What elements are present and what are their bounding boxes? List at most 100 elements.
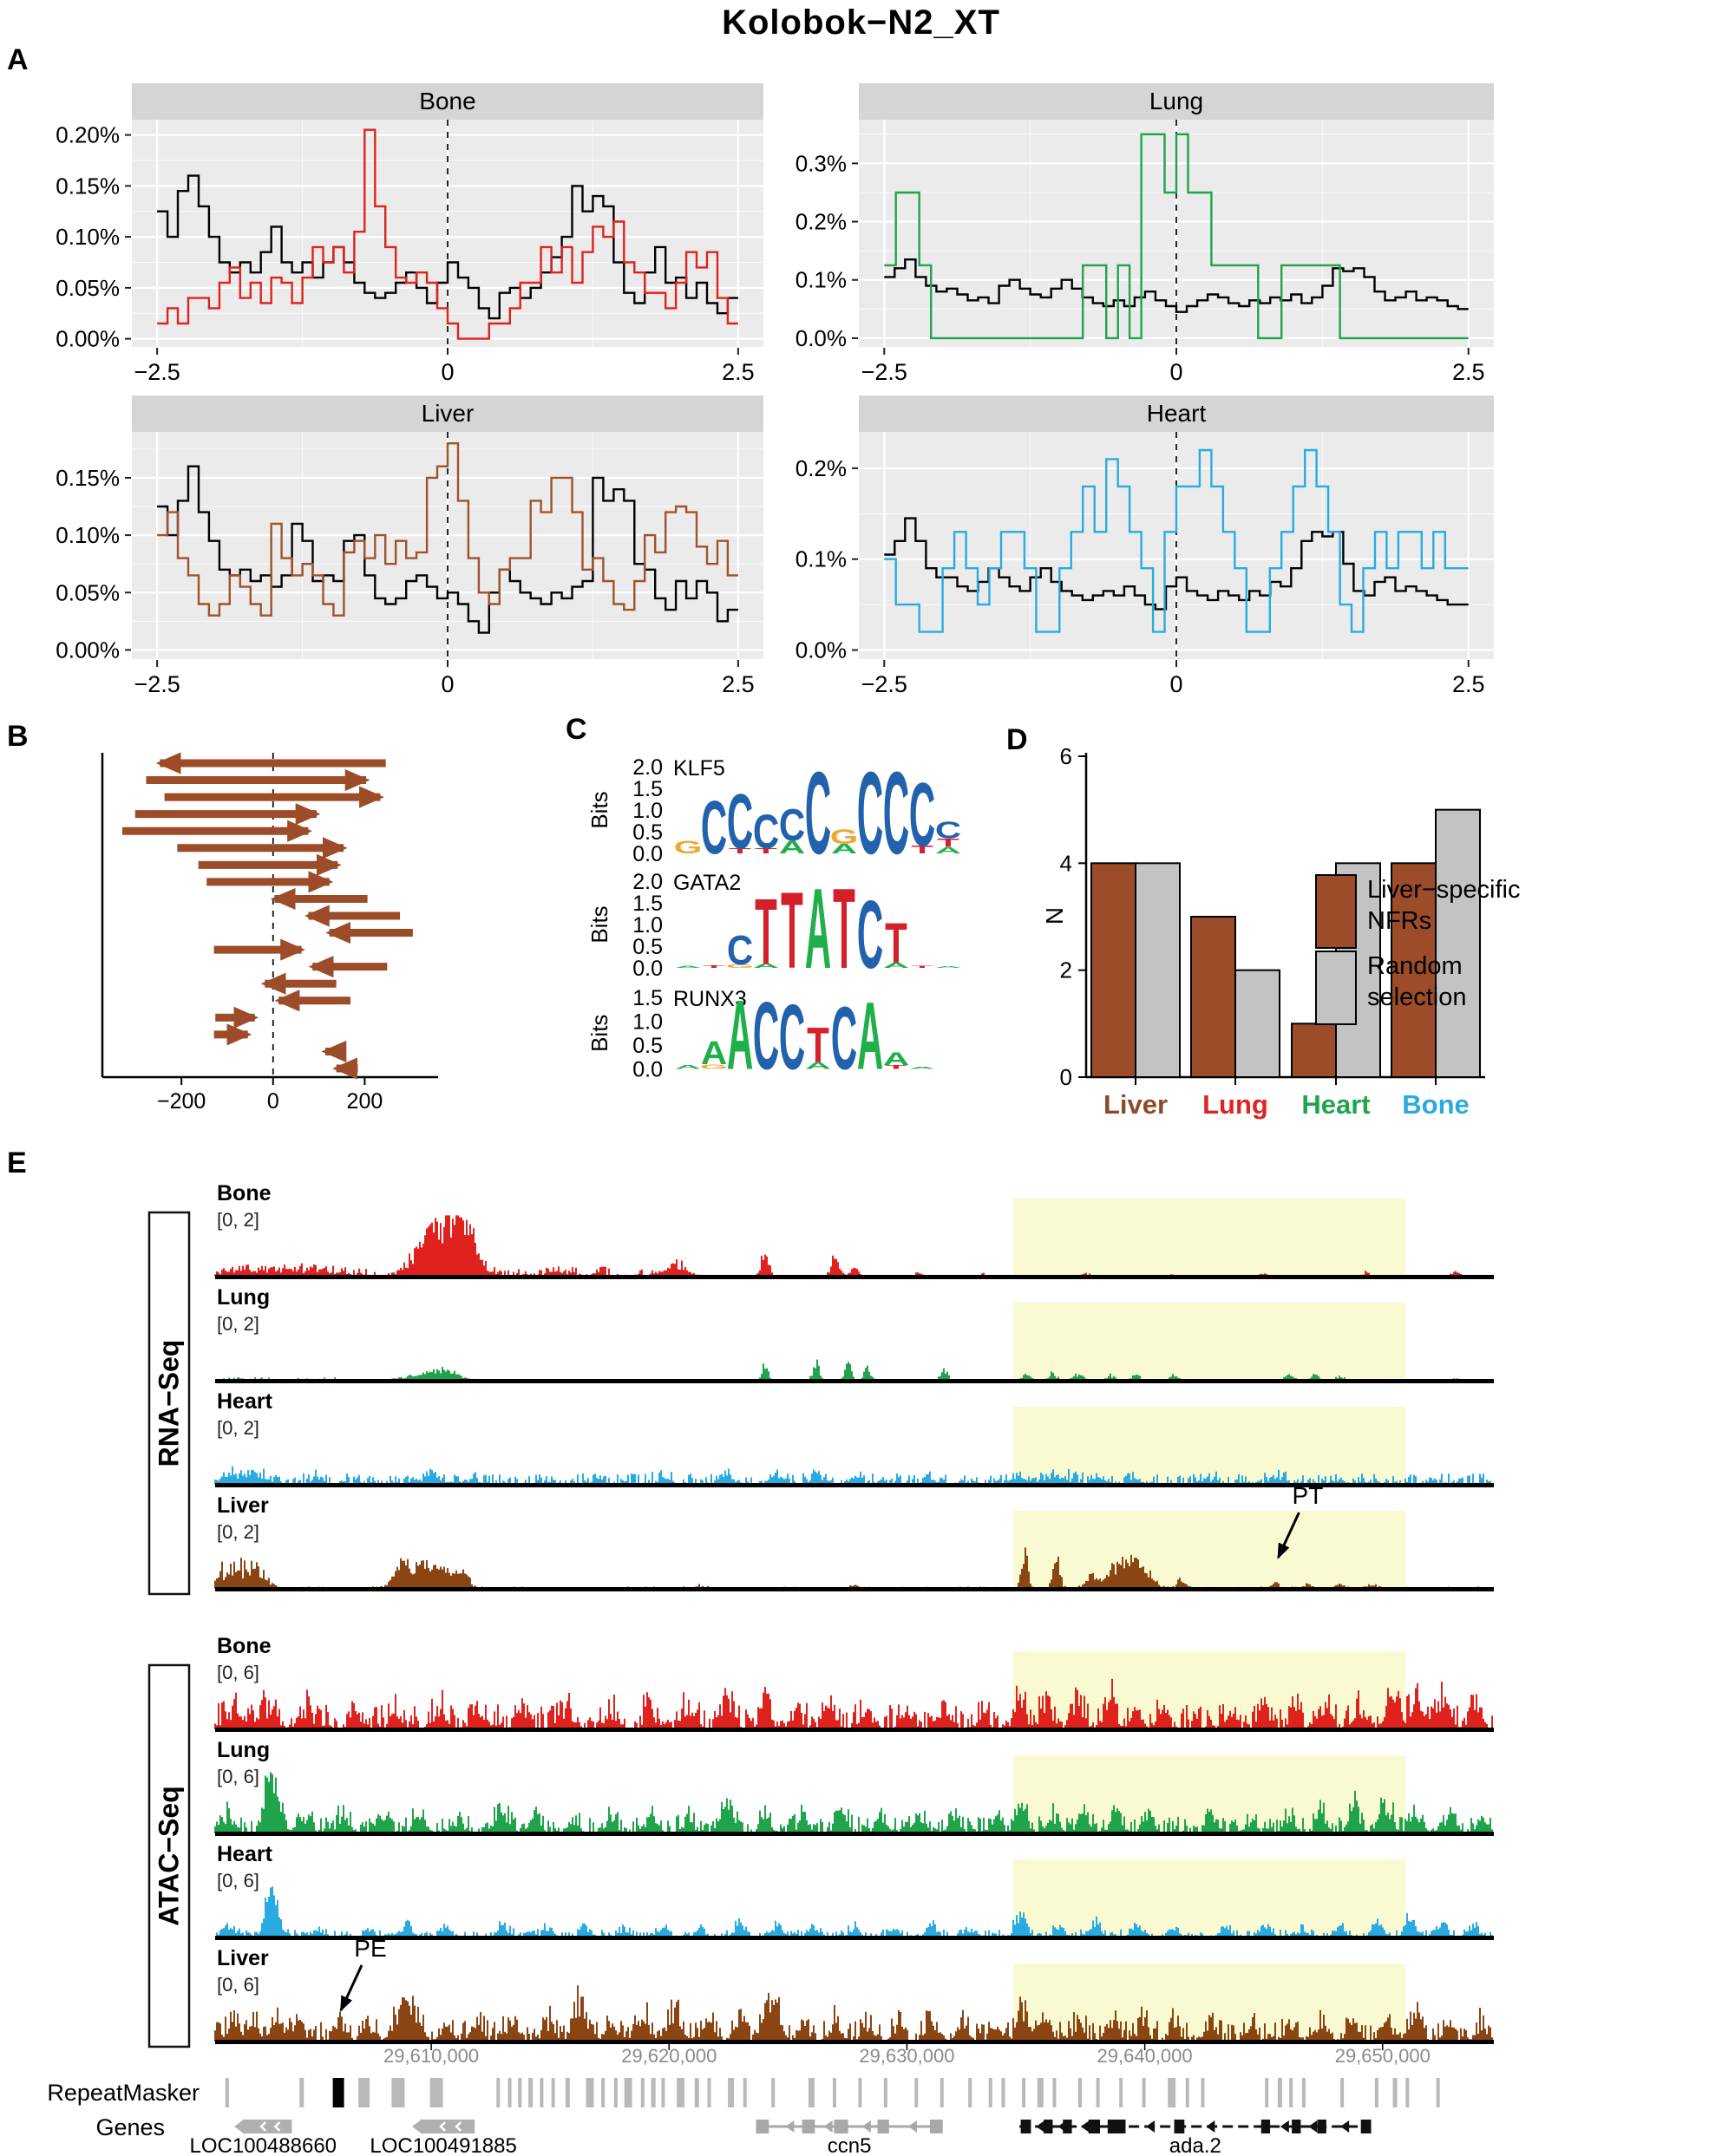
y-tick-label: 0.2% — [796, 455, 847, 481]
coordinate-label: 29,610,000 — [383, 2045, 479, 2067]
bits-tick-label: 1.5 — [632, 777, 663, 801]
repeat-bar — [565, 2078, 570, 2107]
step-line-series-1 — [157, 442, 738, 617]
x-tick-label: 2.5 — [722, 671, 755, 697]
category-label-bone: Bone — [1402, 1089, 1470, 1120]
figure-title: Kolobok−N2_XT — [722, 3, 1000, 42]
logo-letter-C: C — [701, 786, 727, 870]
bits-tick-label: 1.5 — [632, 892, 663, 916]
track-baseline — [215, 1832, 1494, 1836]
bits-tick-label: 2.0 — [632, 870, 663, 894]
y-tick-label: 0.1% — [796, 546, 847, 572]
logo-letter-T: T — [807, 1017, 829, 1073]
panel-label-b: B — [7, 720, 29, 753]
repeat-bar — [358, 2078, 370, 2107]
x-tick-label: 2.5 — [1452, 671, 1485, 697]
track-label-bone: Bone — [217, 1634, 272, 1658]
repeat-bar — [1077, 2078, 1082, 2107]
logo-letter-C: C — [831, 989, 857, 1088]
repeat-bar — [1405, 2078, 1410, 2107]
highlight-region — [1012, 1511, 1406, 1589]
x-tick-label: 0 — [1169, 359, 1182, 385]
x-tick-label: 0 — [267, 1089, 279, 1114]
track-scale: [0, 6] — [217, 1870, 259, 1891]
logo-letter-G: G — [830, 826, 859, 849]
repeat-bar — [808, 2078, 815, 2107]
bar-liver-1 — [1135, 862, 1181, 1078]
genes-label: Genes — [95, 2114, 165, 2140]
repeat-bar — [707, 2078, 711, 2107]
logo-letter-G: G — [726, 964, 755, 969]
bits-tick-label: 0.5 — [632, 820, 663, 845]
step-line-series-0 — [884, 258, 1469, 313]
logo-letter-T: T — [885, 1064, 907, 1070]
track-baseline — [215, 2040, 1494, 2044]
track-baseline — [215, 1728, 1494, 1732]
annotation-arrow-pt — [1277, 1512, 1300, 1559]
bits-tick-label: 1.5 — [632, 986, 663, 1010]
logo-letter-A: A — [909, 1066, 935, 1069]
step-line-series-1 — [884, 448, 1469, 633]
bits-tick-label: 0.0 — [632, 957, 663, 981]
y-tick-label: 4 — [1060, 850, 1072, 876]
bar-bone-0 — [1391, 862, 1437, 1078]
logo-letter-C: C — [753, 982, 779, 1089]
repeat-bar — [1374, 2078, 1378, 2107]
gene-exon — [1174, 2120, 1185, 2133]
repeat-bar — [1392, 2078, 1398, 2107]
repeat-bar — [1185, 2078, 1189, 2107]
repeat-bar — [1037, 2078, 1044, 2107]
repeat-bar — [1001, 2078, 1005, 2107]
repeat-bar — [883, 2078, 887, 2107]
motif-name: KLF5 — [673, 756, 725, 781]
logo-letter-C: C — [727, 777, 753, 865]
step-line-series-0 — [157, 174, 738, 320]
bits-tick-label: 0.0 — [632, 842, 663, 866]
logo-letter-A: A — [805, 1060, 831, 1071]
repeat-bar — [771, 2078, 776, 2107]
track-scale: [0, 2] — [217, 1417, 259, 1439]
step-line-series-1 — [157, 128, 738, 340]
logo-letter-T: T — [885, 911, 907, 975]
bits-tick-label: 1.0 — [632, 1010, 663, 1035]
repeat-bar — [661, 2078, 665, 2107]
y-tick-label: 0.2% — [796, 209, 847, 235]
gene-body — [420, 2120, 475, 2133]
track-baseline — [215, 1483, 1494, 1487]
x-tick-label: 0 — [441, 359, 454, 385]
x-tick-label: 0 — [1169, 671, 1182, 697]
repeat-bar — [496, 2078, 501, 2107]
repeat-bar — [507, 2078, 512, 2107]
strand-chevron — [259, 2121, 267, 2132]
legend-label: selection — [1367, 983, 1467, 1011]
repeat-bar — [1436, 2078, 1440, 2107]
panel-label-c: C — [566, 713, 587, 746]
gene-ada.2: ada.2 — [1019, 2120, 1372, 2156]
gene-name-ada.2: ada.2 — [1169, 2134, 1221, 2156]
repeat-bar — [677, 2078, 685, 2107]
strand-arrow — [785, 2120, 795, 2133]
logo-letter-A: A — [935, 846, 961, 856]
bits-tick-label: 0.0 — [632, 1058, 663, 1082]
gene-exon — [1292, 2120, 1301, 2133]
atac-seq-group-label: ATAC−Seq — [153, 1786, 185, 1926]
track-scale: [0, 6] — [217, 1662, 259, 1683]
logo-letter-C: C — [909, 764, 935, 866]
track-scale: [0, 2] — [217, 1313, 259, 1335]
logo-letter-A: A — [675, 965, 701, 969]
bits-tick-label: 1.0 — [632, 799, 663, 823]
gene-LOC100488660: LOC100488660 — [190, 2119, 337, 2156]
y-tick-label: 0.15% — [56, 465, 120, 491]
logo-letter-A: A — [935, 966, 961, 969]
repeat-bar — [1168, 2078, 1176, 2107]
track-signal-atac-liver — [214, 1985, 1493, 2042]
repeat-bar — [968, 2078, 972, 2107]
logo-letter-A: A — [857, 982, 883, 1089]
step-line-series-0 — [157, 465, 738, 634]
bits-tick-label: 0.5 — [632, 935, 663, 959]
strand-arrow — [1206, 2120, 1215, 2133]
group-box-1 — [147, 1663, 191, 2048]
y-tick-label: 0.3% — [796, 150, 847, 176]
